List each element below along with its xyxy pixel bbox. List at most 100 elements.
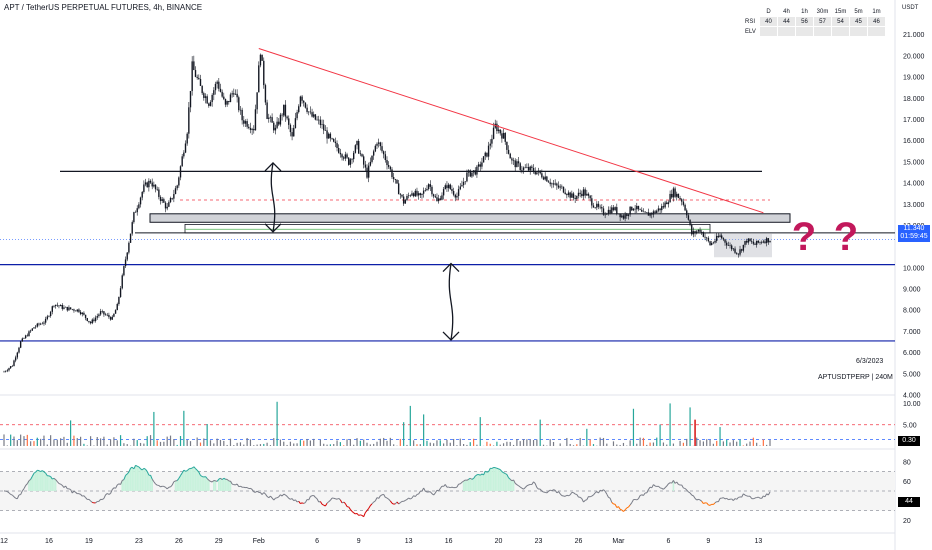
candle-body bbox=[664, 202, 666, 208]
candle-body bbox=[54, 304, 57, 307]
candle-body bbox=[426, 188, 428, 191]
rsi-line-segment bbox=[73, 490, 76, 493]
volume-bar bbox=[646, 444, 648, 446]
volume-bar bbox=[163, 441, 165, 446]
annotation-date: 6/3/2023 bbox=[856, 358, 884, 365]
candle-body bbox=[579, 192, 581, 194]
rsi-line-segment bbox=[123, 475, 127, 480]
rsi-line-segment bbox=[291, 498, 295, 501]
rsi-line-segment bbox=[173, 480, 176, 483]
rsi-line-segment bbox=[83, 495, 86, 498]
candle-body bbox=[86, 318, 88, 321]
candle-body bbox=[399, 194, 402, 195]
candle-body bbox=[362, 156, 365, 165]
rsi-line-segment bbox=[251, 489, 255, 493]
price-tick-label: 20.000 bbox=[903, 53, 925, 60]
rsi-line-segment bbox=[521, 487, 524, 490]
rsi-line-segment bbox=[654, 485, 657, 487]
rsi-table-head: 30m bbox=[816, 8, 829, 15]
rsi-line-segment bbox=[366, 508, 370, 511]
rsi-line-segment bbox=[26, 480, 30, 485]
rsi-line-segment bbox=[178, 475, 181, 479]
volume-bar bbox=[26, 434, 28, 446]
candle-body bbox=[343, 157, 345, 159]
rsi-line-segment bbox=[288, 497, 291, 500]
candle-body bbox=[131, 222, 133, 234]
candle-body bbox=[541, 173, 543, 178]
volume-bar bbox=[403, 422, 405, 446]
candle-body bbox=[348, 157, 350, 165]
candle-body bbox=[567, 192, 570, 196]
time-tick-label: 13 bbox=[754, 538, 762, 545]
volume-bar bbox=[629, 440, 631, 446]
volume-bar bbox=[349, 439, 351, 446]
elv-cell bbox=[849, 26, 868, 37]
candle-body bbox=[28, 331, 30, 337]
volume-bar bbox=[636, 443, 638, 446]
volume-bar bbox=[153, 411, 155, 446]
rsi-line-segment bbox=[146, 471, 150, 476]
rsi-line-segment bbox=[21, 488, 25, 492]
price-tick-label: 18.000 bbox=[903, 96, 925, 103]
candle-body bbox=[253, 128, 255, 131]
candle-body bbox=[571, 193, 573, 198]
candle-body bbox=[489, 143, 491, 146]
candle-body bbox=[404, 200, 407, 204]
rsi-line-segment bbox=[586, 496, 589, 500]
volume-bar bbox=[219, 439, 222, 446]
volume-bar bbox=[682, 442, 685, 446]
candle-body bbox=[606, 213, 608, 215]
rsi-line-segment bbox=[534, 483, 538, 488]
rsi-line-segment bbox=[386, 497, 389, 500]
candle-body bbox=[266, 102, 268, 119]
candle-body bbox=[637, 205, 640, 210]
rsi-line-segment bbox=[300, 502, 303, 505]
rsi-line-segment bbox=[499, 469, 503, 472]
candle-body bbox=[566, 194, 568, 196]
rsi-line-segment bbox=[265, 493, 268, 497]
candle-body bbox=[484, 152, 486, 157]
candle-body bbox=[31, 328, 34, 331]
candle-body bbox=[474, 170, 476, 175]
rsi-line-segment bbox=[28, 478, 31, 482]
candle-body bbox=[424, 190, 426, 191]
volume-bar bbox=[632, 408, 635, 446]
elv-cell bbox=[831, 26, 850, 37]
candle-body bbox=[512, 160, 515, 162]
price-tick-label: 7.000 bbox=[903, 329, 921, 336]
volume-bar bbox=[576, 444, 578, 446]
candle-body bbox=[138, 204, 140, 209]
candle-body bbox=[647, 212, 650, 216]
volume-bar bbox=[502, 443, 505, 446]
candle-body bbox=[562, 186, 565, 193]
volume-bar bbox=[53, 439, 55, 446]
volume-bar bbox=[759, 445, 761, 446]
rsi-line-segment bbox=[170, 484, 173, 488]
rsi-line-segment bbox=[50, 476, 53, 480]
candle-body bbox=[133, 212, 135, 223]
candle-body bbox=[632, 208, 635, 211]
rsi-line-segment bbox=[313, 495, 316, 498]
candle-body bbox=[364, 164, 367, 168]
volume-bar bbox=[146, 436, 148, 446]
rsi-line-segment bbox=[425, 490, 428, 493]
rsi-line-segment bbox=[278, 494, 281, 498]
volume-bar bbox=[203, 438, 205, 446]
rsi-line-segment bbox=[439, 485, 443, 489]
volume-bar bbox=[756, 442, 758, 446]
rsi-line-segment bbox=[484, 470, 488, 473]
rsi-line-segment bbox=[193, 466, 196, 469]
candle-body bbox=[73, 309, 75, 311]
candle-body bbox=[179, 166, 182, 178]
rsi-line-segment bbox=[11, 494, 15, 498]
rsi-cell: 44 bbox=[777, 16, 796, 27]
candle-body bbox=[704, 236, 706, 238]
candle-body bbox=[501, 133, 503, 139]
candle-body bbox=[8, 368, 10, 371]
candle-body bbox=[544, 176, 546, 180]
rsi-line-segment bbox=[410, 497, 413, 500]
time-tick-label: 9 bbox=[357, 538, 361, 545]
candle-body bbox=[181, 156, 183, 167]
rsi-line-segment bbox=[589, 495, 593, 498]
